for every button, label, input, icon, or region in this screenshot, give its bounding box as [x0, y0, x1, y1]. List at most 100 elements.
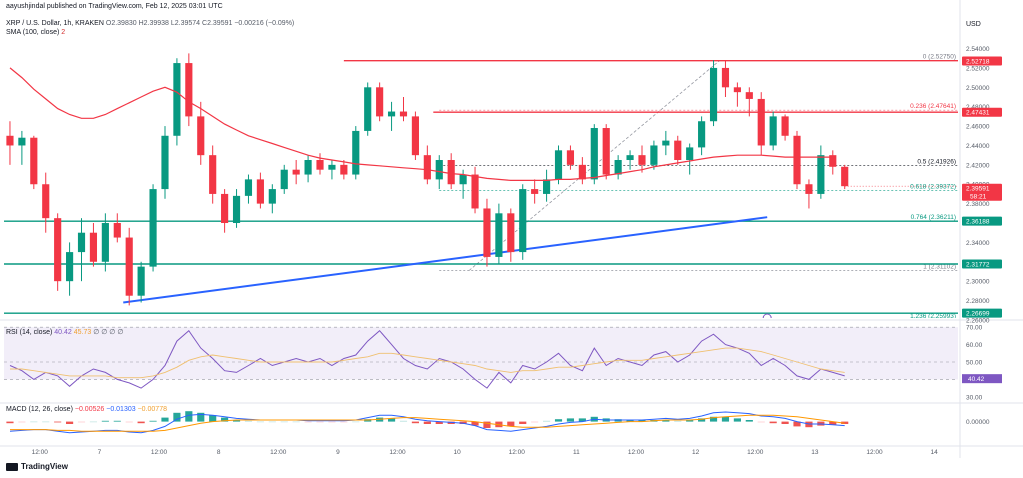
- macd-histogram-bar: [268, 421, 276, 423]
- macd-histogram-bar: [185, 411, 193, 422]
- rsi-axis-tag: [962, 374, 1002, 384]
- macd-histogram-bar: [316, 421, 324, 423]
- macd-histogram-bar: [101, 420, 109, 422]
- macd-histogram-bar: [745, 420, 753, 422]
- time-tick-label: 12:00: [628, 449, 645, 456]
- price-axis-tag: [962, 56, 1002, 66]
- candle-body: [459, 174, 467, 185]
- candle-body: [805, 184, 813, 194]
- price-tick-label: 2.46000: [966, 124, 990, 131]
- candle-body: [18, 137, 26, 146]
- candle-body: [662, 140, 670, 146]
- candle-body: [399, 111, 408, 117]
- macd-histogram-bar: [507, 421, 515, 427]
- fib-level-label: 0.5 (2.41926): [917, 159, 956, 166]
- price-axis-tag-label: 2.31772: [966, 262, 990, 269]
- candle-body: [543, 179, 551, 194]
- candle-body: [30, 137, 38, 185]
- price-tick-label: 2.42000: [966, 162, 990, 169]
- fib-level-label: 1.236 (2.25993): [910, 313, 956, 320]
- candle-body: [686, 147, 694, 161]
- macd-histogram-bar: [256, 421, 264, 423]
- candle-body: [733, 87, 741, 93]
- rsi-tick-label: 60.00: [966, 342, 983, 349]
- rsi-tick-label: 50.00: [966, 360, 983, 367]
- macd-legend[interactable]: MACD (12, 26, close) −0.00526 −0.01303 −…: [6, 406, 167, 413]
- rsi-line: [9, 329, 845, 389]
- candle-body: [149, 189, 157, 267]
- candle-body: [781, 116, 789, 136]
- rsi-value: 40.42: [54, 329, 72, 336]
- candle-body: [66, 252, 74, 282]
- macd-histogram-bar: [30, 421, 38, 423]
- macd-histogram-bar: [519, 421, 527, 424]
- price-tick-label: 2.44000: [966, 143, 990, 150]
- candle-body: [77, 232, 86, 253]
- rsi-ma-line: [10, 347, 845, 379]
- candle-body: [89, 232, 98, 262]
- rsi-band: [4, 327, 958, 380]
- sma-legend[interactable]: SMA (100, close) 2: [6, 29, 65, 36]
- macd-histogram-bar: [399, 420, 408, 422]
- macd-histogram-bar: [686, 420, 694, 422]
- macd-histogram-bar: [209, 415, 217, 422]
- price-axis-tag-label: 2.52718: [966, 58, 990, 65]
- candle-body: [125, 237, 133, 296]
- macd-line-value: −0.01303: [106, 406, 136, 413]
- macd-histogram-bar: [173, 412, 181, 422]
- candle-body: [268, 189, 276, 204]
- macd-hist-value: −0.00526: [74, 406, 105, 413]
- price-tick-label: 2.28000: [966, 298, 990, 305]
- ohlc-values: O2.39830 H2.39938 L2.39574 C2.39591 −0.0…: [105, 20, 295, 27]
- candle-body: [507, 213, 515, 253]
- sma-label: SMA (100, close): [6, 29, 60, 36]
- macd-histogram-bar: [423, 421, 431, 424]
- macd-histogram-bar: [781, 421, 789, 424]
- price-tick-label: 2.34000: [966, 240, 990, 247]
- macd-histogram-bar: [113, 420, 121, 422]
- candle-body: [709, 67, 718, 122]
- macd-histogram-bar: [221, 417, 229, 422]
- price-axis-tag: [962, 308, 1002, 318]
- publisher-line: aayushjindal published on TradingView.co…: [6, 3, 223, 10]
- price-tick-label: 2.48000: [966, 104, 990, 111]
- fib-level-label: 1 (2.31102): [923, 264, 956, 271]
- candle-body: [531, 189, 539, 194]
- time-tick-label: 14: [931, 449, 939, 456]
- rsi-ma-value: 45.73: [73, 329, 92, 336]
- time-tick-label: 10: [454, 449, 462, 456]
- candle-body: [650, 145, 658, 165]
- macd-histogram-bar: [483, 421, 491, 428]
- candle-body: [304, 160, 312, 175]
- candle-body: [173, 63, 181, 136]
- candle-body: [626, 155, 634, 161]
- time-tick-label: 12:00: [866, 449, 883, 456]
- candle-body: [554, 150, 563, 180]
- rsi-tick-label: 70.00: [966, 325, 983, 332]
- candle-body: [113, 223, 121, 238]
- candle-body: [161, 135, 169, 190]
- macd-histogram-bar: [757, 421, 765, 423]
- symbol-name: XRP / U.S. Dollar, 1h, KRAKEN: [6, 20, 104, 27]
- macd-histogram-bar: [721, 416, 730, 422]
- macd-signal-value: −0.00778: [137, 406, 167, 413]
- candle-body: [483, 208, 491, 257]
- rsi-legend[interactable]: RSI (14, close) 40.42 45.73 ∅ ∅ ∅ ∅: [6, 328, 123, 336]
- macd-histogram-bar: [578, 418, 586, 422]
- time-tick-label: 12:00: [747, 449, 764, 456]
- candle-body: [674, 140, 682, 161]
- candle-body: [447, 160, 455, 185]
- candle-body: [42, 184, 50, 219]
- time-tick-label: 12:00: [151, 449, 168, 456]
- macd-histogram-bar: [340, 421, 348, 423]
- macd-histogram-bar: [197, 412, 205, 422]
- candle-body: [340, 164, 348, 175]
- macd-histogram-bar: [387, 418, 396, 422]
- macd-histogram-bar: [304, 421, 312, 423]
- candle-body: [292, 169, 300, 175]
- macd-histogram-bar: [829, 421, 837, 425]
- candle-body: [698, 121, 706, 148]
- time-tick-label: 13: [811, 449, 819, 456]
- candle-body: [471, 174, 479, 209]
